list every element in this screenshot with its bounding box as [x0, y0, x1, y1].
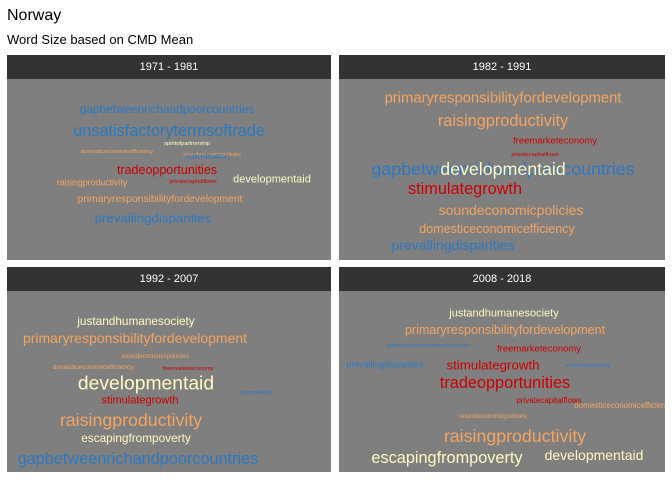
word-domesticeconomicefficiency: domesticeconomicefficiency	[419, 221, 575, 236]
word-primaryresponsibilityfordevelopment: primaryresponsibilityfordevelopment	[22, 330, 248, 346]
word-raisingproductivity: raisingproductivity	[56, 177, 128, 188]
word-cloud: justandhumanesociety primaryresponsibilit…	[7, 291, 331, 472]
word-escapingfrompoverty: escapingfrompoverty	[81, 431, 191, 446]
word-unsatisfactorytermsoftrade: unsatisfactorytermsoftrade	[73, 121, 265, 140]
word-developmentaid: developmentaid	[544, 447, 644, 463]
panel-1971-1981: 1971 - 1981 gapbetweenrichandpoorcountri…	[7, 55, 331, 260]
panel-2008-2018: 2008 - 2018 justandhumanesociety primaryr…	[339, 267, 665, 472]
word-domesticeconomicefficiency: domesticeconomicefficiency	[52, 363, 134, 371]
word-stimulategrowth: stimulategrowth	[446, 357, 540, 373]
word-tradeopportunities: tradeopportunities	[116, 162, 218, 177]
word-cloud: gapbetweenrichandpoorcountries unsatisfac…	[7, 79, 331, 260]
word-primaryresponsibilityfordevelopment: primaryresponsibilityfordevelopment	[404, 322, 606, 337]
word-gapbetweenrichandpoorcountries: gapbetweenrichandpoorcountries	[386, 343, 470, 350]
word-soundeconomicpolicies: soundeconomicpolicies	[459, 412, 527, 420]
word-gapbetweenrichandpoorcountries: gapbetweenrichandpoorcountries	[17, 449, 259, 468]
panel-1982-1991: 1982 - 1991 primaryresponsibilityfordeve…	[339, 55, 665, 260]
word-gapbetweenrichandpoorcountries: gapbetweenrichandpoorcountries	[371, 159, 635, 180]
word-stimulategrowth: stimulategrowth	[101, 394, 179, 407]
word-tradeopportunities: tradeopportunities	[439, 373, 571, 392]
word-subordination: subordination	[240, 390, 274, 397]
word-cloud: primaryresponsibilityfordevelopment raisi…	[339, 79, 665, 260]
word-soundeconomicpolicies: soundeconomicpolicies	[438, 202, 584, 218]
word-prevailingdisparities: prevailingdisparities	[94, 210, 212, 226]
word-privatecapitalflows: privatecapitalflows	[516, 396, 582, 405]
word-raisingproductivity: raisingproductivity	[443, 426, 587, 447]
word-soundeconomicpolicies: soundeconomicpolicies	[121, 352, 189, 360]
word-domesticeconomicefficiency: domesticeconomicefficiency	[574, 401, 665, 410]
word-domesticeconomicefficiency: domesticeconomicefficiency	[80, 149, 154, 156]
word-justandhumanesociety: justandhumanesociety	[449, 307, 559, 320]
panel-1992-2007: 1992 - 2007 justandhumanesociety primaryr…	[7, 267, 331, 472]
panel-strip-label: 2008 - 2018	[339, 267, 665, 291]
word-developmentaid: developmentaid	[233, 173, 311, 186]
figure-title: Norway	[7, 7, 62, 24]
word-primaryresponsibilityfordevelopment: primaryresponsibilityfordevelopment	[77, 193, 243, 205]
word-prevailingdisparities: prevailingdisparities	[346, 359, 424, 370]
word-privatecapitalflows: privatecapitalflows	[511, 152, 559, 159]
word-prevailingdisparities: prevailingdisparities	[391, 237, 515, 253]
word-stimulategrowth: stimulategrowth	[407, 179, 523, 198]
panel-strip-label: 1982 - 1991	[339, 55, 665, 79]
figure-subtitle: Word Size based on CMD Mean	[7, 32, 194, 47]
panel-strip-label: 1992 - 2007	[7, 267, 331, 291]
word-cloud: justandhumanesociety primaryresponsibilit…	[339, 291, 665, 472]
word-sovereignequality: sovereignequality	[565, 363, 611, 370]
word-developmentaid: developmentaid	[440, 159, 566, 180]
word-raisingproductivity: raisingproductivity	[437, 111, 569, 130]
word-escapingfrompoverty: escapingfrompoverty	[371, 448, 523, 467]
panel-strip-label: 1971 - 1981	[7, 55, 331, 79]
word-justandhumanesociety: justandhumanesociety	[77, 314, 195, 329]
word-spiritofpartnership: spiritofpartnership	[163, 141, 211, 148]
word-primaryresponsibilityfordevelopment: primaryresponsibilityfordevelopment	[384, 90, 622, 107]
word-gapbetweenrichandpoorcountries: gapbetweenrichandpoorcountries	[79, 102, 255, 117]
word-freemarketeconomy: freemarketeconomy	[497, 343, 581, 355]
word-freemarketeconomy: freemarketeconomy	[513, 135, 597, 147]
word-privatecapitalflows: privatecapitalflows	[169, 179, 217, 186]
word-subordination: subordination	[185, 151, 229, 161]
word-soundeconomicpolicies: soundeconomicpolicies	[183, 152, 241, 159]
word-freemarketeconomy: freemarketeconomy	[162, 366, 214, 373]
word-developmentaid: developmentaid	[77, 373, 215, 395]
word-raisingproductivity: raisingproductivity	[59, 410, 203, 431]
